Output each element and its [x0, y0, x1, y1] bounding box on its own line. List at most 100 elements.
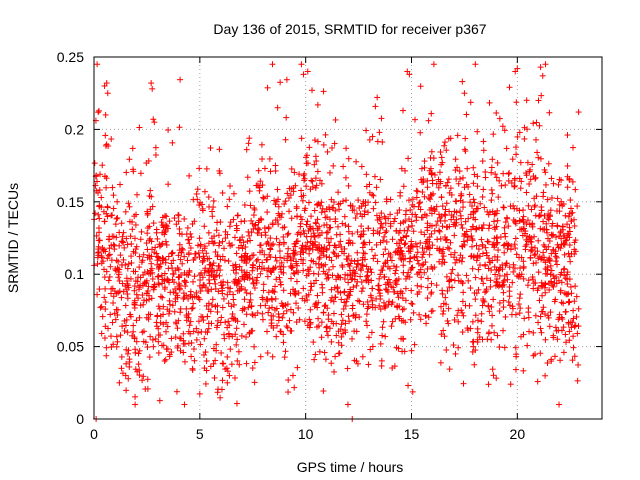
data-point: [343, 145, 350, 152]
data-point: [565, 231, 572, 238]
data-point: [339, 220, 346, 227]
data-point: [554, 336, 561, 343]
data-point: [402, 275, 409, 282]
data-point: [364, 322, 371, 329]
data-point: [379, 332, 386, 339]
data-point: [327, 297, 334, 304]
x-axis-label: GPS time / hours: [297, 459, 404, 475]
data-point: [115, 258, 122, 265]
data-point: [493, 109, 500, 116]
data-point: [447, 251, 454, 258]
data-point: [219, 238, 226, 245]
data-point: [105, 277, 112, 284]
data-point: [441, 142, 448, 149]
data-point: [281, 255, 288, 262]
y-tick-label: 0: [76, 411, 84, 427]
data-point: [385, 276, 392, 283]
data-point: [356, 313, 363, 320]
data-point: [136, 347, 143, 354]
data-point: [113, 234, 120, 241]
data-point: [534, 149, 541, 156]
data-point: [500, 279, 507, 286]
data-point: [257, 353, 264, 360]
data-point: [144, 376, 151, 383]
data-point: [468, 232, 475, 239]
data-point: [419, 245, 426, 252]
data-point: [429, 242, 436, 249]
data-point: [122, 302, 129, 309]
x-tick-label: 0: [90, 426, 98, 442]
data-point: [311, 356, 318, 363]
data-point: [107, 311, 114, 318]
data-point: [532, 136, 539, 143]
data-point: [494, 217, 501, 224]
data-point: [332, 218, 339, 225]
data-point: [225, 300, 232, 307]
data-point: [566, 228, 573, 235]
data-point: [388, 257, 395, 264]
data-point: [510, 268, 517, 275]
data-point: [316, 348, 323, 355]
data-point: [363, 263, 370, 270]
data-point: [311, 207, 318, 214]
data-point: [183, 317, 190, 324]
data-point: [428, 204, 435, 211]
data-point: [330, 249, 337, 256]
data-point: [240, 305, 247, 312]
data-point: [383, 238, 390, 245]
data-point: [562, 331, 569, 338]
data-point: [125, 375, 132, 382]
data-point: [500, 297, 507, 304]
data-point: [114, 214, 121, 221]
data-point: [493, 375, 500, 382]
data-point: [180, 330, 187, 337]
data-point: [363, 171, 370, 178]
data-point: [350, 284, 357, 291]
data-point: [113, 333, 120, 340]
data-point: [190, 300, 197, 307]
data-point: [421, 164, 428, 171]
data-point: [571, 251, 578, 258]
data-point: [318, 319, 325, 326]
data-point: [566, 298, 573, 305]
data-point: [501, 344, 508, 351]
x-tick-label: 15: [404, 426, 420, 442]
data-point: [452, 156, 459, 163]
data-point: [400, 183, 407, 190]
data-point: [394, 302, 401, 309]
data-point: [112, 221, 119, 228]
data-point: [345, 252, 352, 259]
data-point: [521, 225, 528, 232]
data-point: [244, 174, 251, 181]
data-point: [346, 318, 353, 325]
data-point: [401, 241, 408, 248]
data-point: [143, 290, 150, 297]
data-point: [489, 312, 496, 319]
data-point: [368, 329, 375, 336]
data-point: [461, 146, 468, 153]
data-point: [229, 241, 236, 248]
data-point: [444, 287, 451, 294]
data-point: [177, 347, 184, 354]
data-point: [451, 232, 458, 239]
data-point: [338, 333, 345, 340]
data-point: [512, 311, 519, 318]
data-point: [469, 318, 476, 325]
data-point: [478, 310, 485, 317]
data-point: [479, 275, 486, 282]
data-point: [288, 215, 295, 222]
data-point: [472, 296, 479, 303]
data-point: [411, 341, 418, 348]
data-point: [365, 225, 372, 232]
data-point: [123, 275, 130, 282]
data-point: [220, 245, 227, 252]
data-point: [561, 251, 568, 258]
x-tick-label: 5: [196, 426, 204, 442]
data-point: [196, 253, 203, 260]
data-point: [328, 144, 335, 151]
data-point: [470, 164, 477, 171]
data-point: [268, 312, 275, 319]
data-point: [173, 388, 180, 395]
data-point: [570, 307, 577, 314]
data-point: [456, 257, 463, 264]
